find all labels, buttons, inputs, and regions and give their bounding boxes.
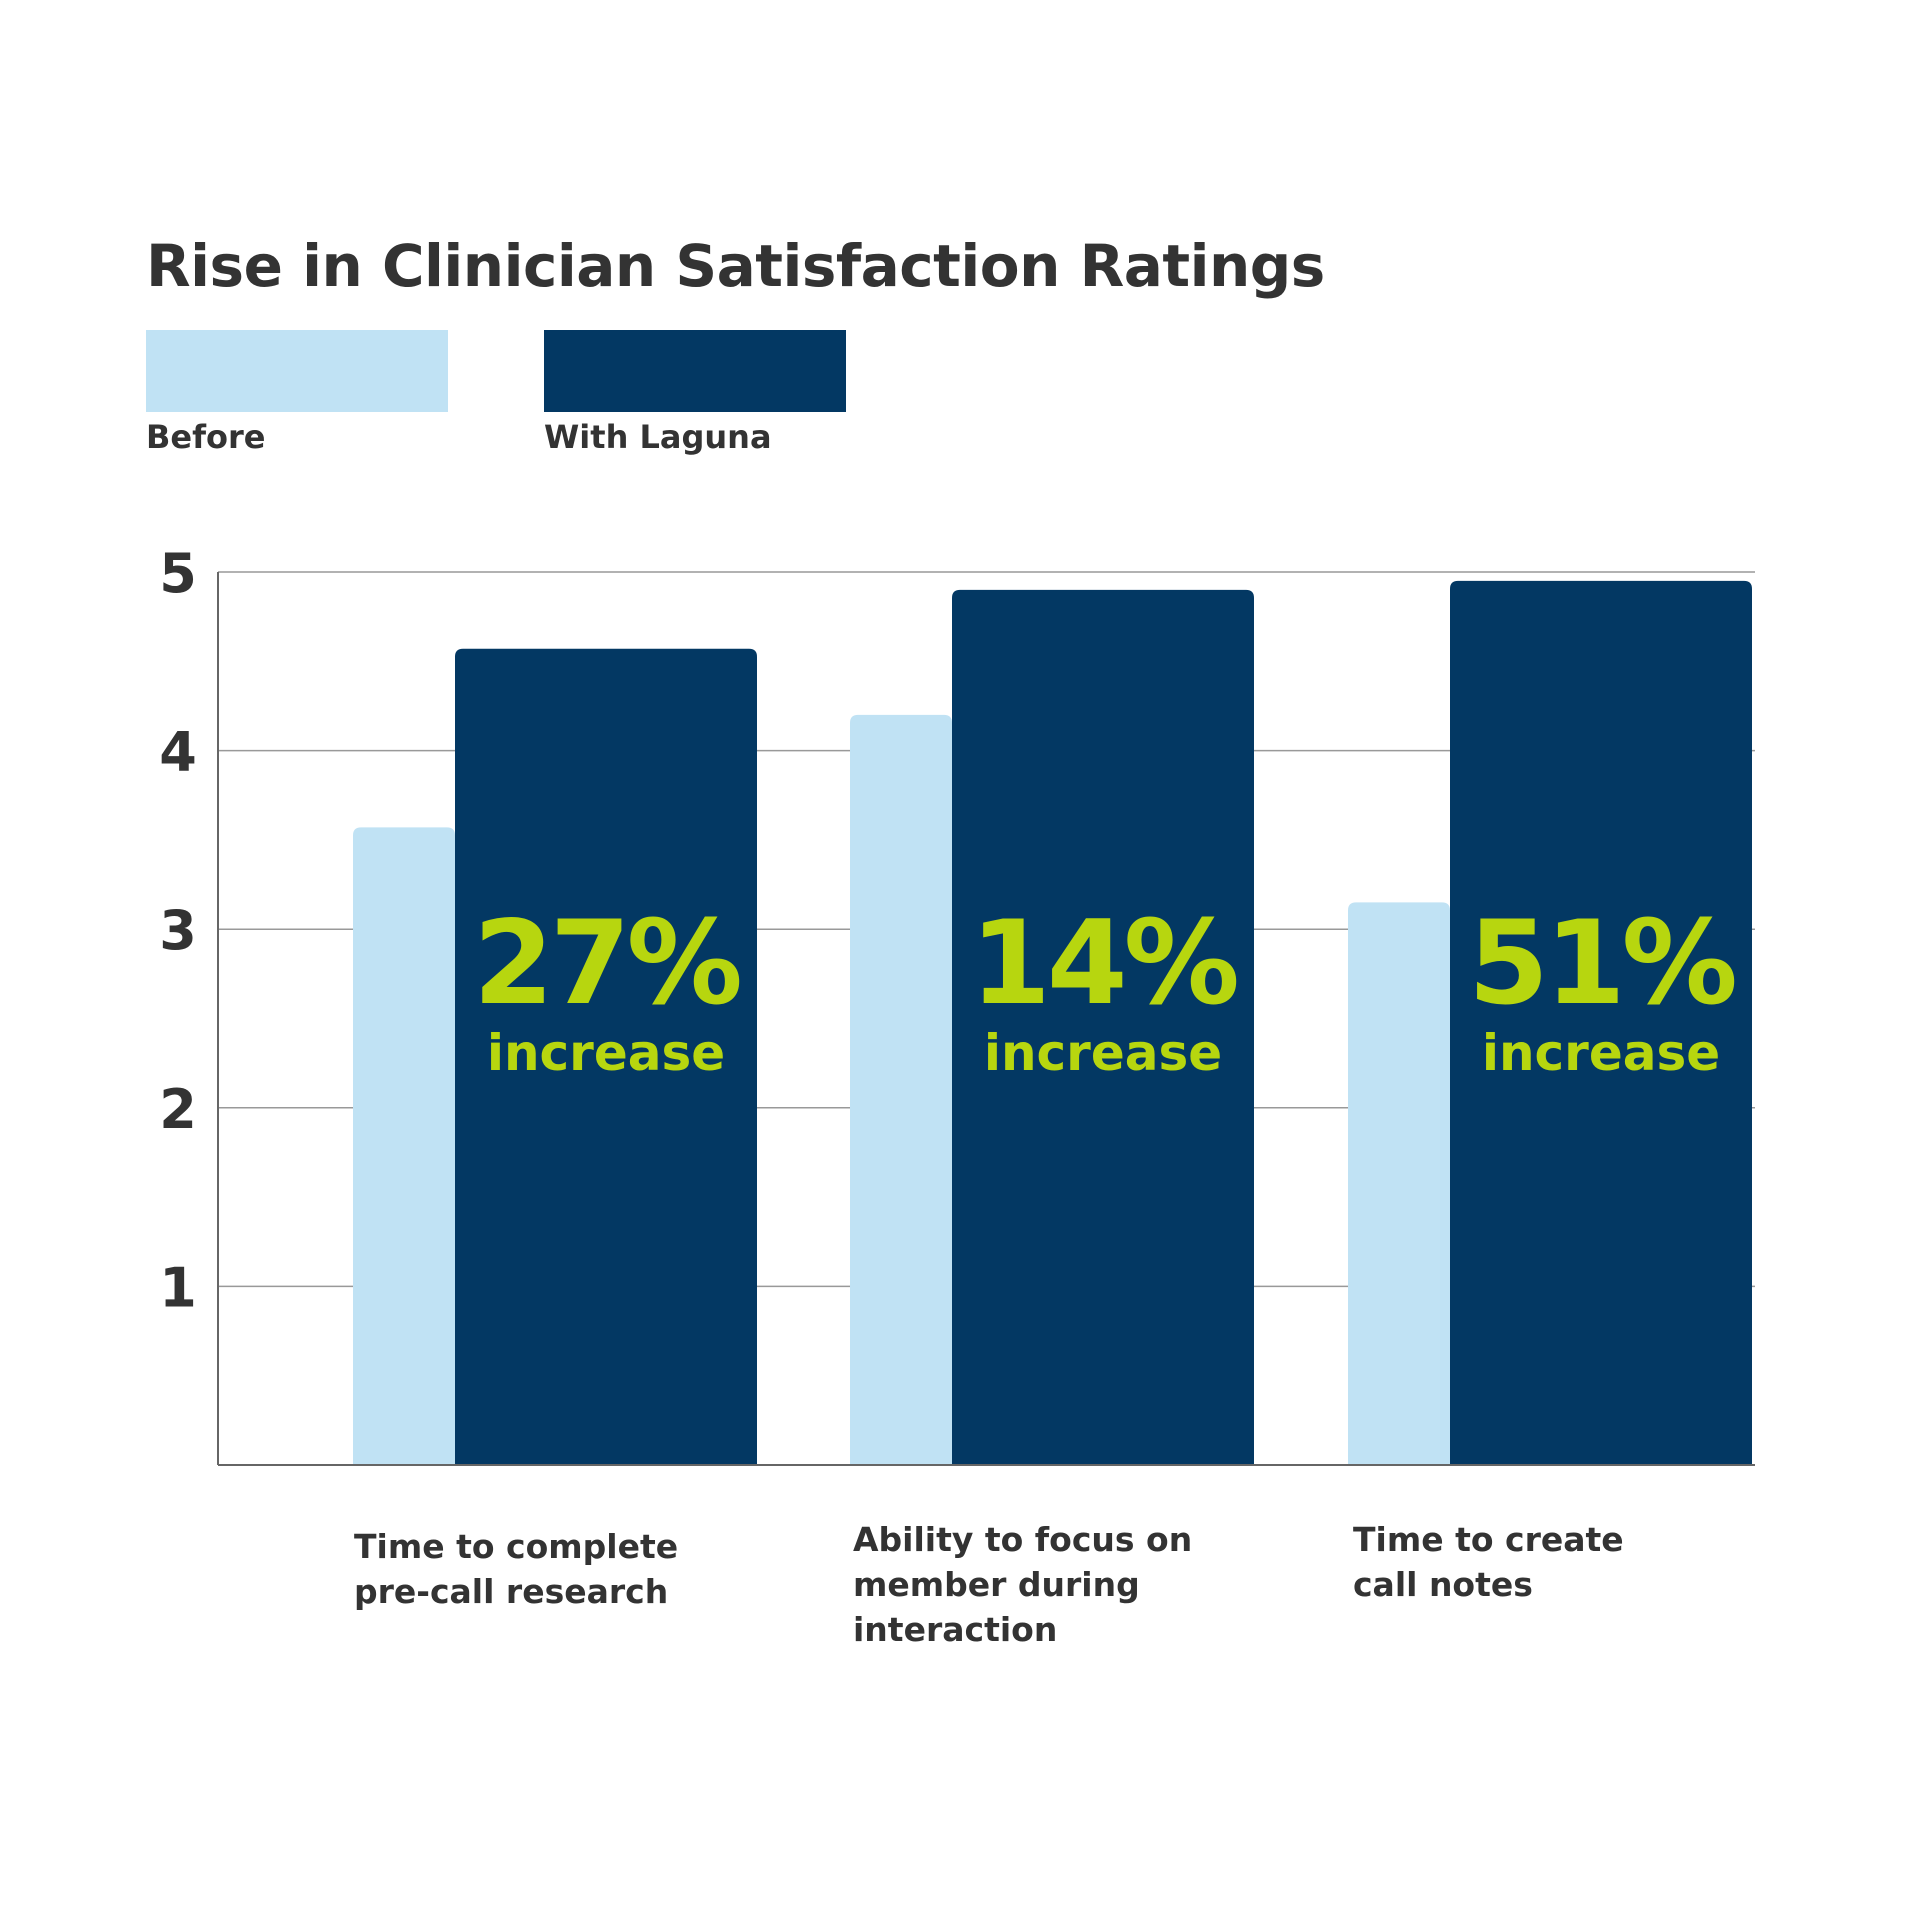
callout-percent-3: 51% [1468, 896, 1734, 1031]
x-axis-label-3: Time to create call notes [1353, 1517, 1773, 1607]
y-tick-label-2: 2 [159, 1078, 197, 1141]
x-axis-label-3-line-2: call notes [1353, 1565, 1533, 1604]
callout-label-3: increase [1482, 1024, 1720, 1082]
legend-swatch-before [146, 330, 448, 412]
legend-label-before: Before [146, 418, 266, 456]
bar-with-laguna-3 [1450, 580, 1752, 1465]
x-axis-label-1-line-1: Time to complete [354, 1527, 679, 1566]
y-tick-label-3: 3 [159, 899, 197, 962]
x-axis-label-2: Ability to focus on member during intera… [853, 1517, 1273, 1652]
callout-percent-2: 14% [970, 896, 1236, 1031]
y-tick-label-5: 5 [159, 542, 197, 605]
x-axis-label-1-line-2: pre-call research [354, 1572, 669, 1611]
y-tick-label-4: 4 [159, 721, 197, 784]
callout-label-1: increase [487, 1024, 725, 1082]
callout-percent-1: 27% [473, 896, 739, 1031]
legend-label-with-laguna: With Laguna [544, 418, 772, 456]
bar-before-1 [353, 827, 455, 1465]
bar-with-laguna-2 [952, 589, 1254, 1465]
bar-before-3 [1348, 902, 1450, 1465]
bar-before-2 [850, 714, 952, 1465]
bar-with-laguna-1 [455, 648, 757, 1465]
y-tick-label-1: 1 [159, 1256, 197, 1319]
callout-label-2: increase [984, 1024, 1222, 1082]
x-axis-label-3-line-1: Time to create [1353, 1520, 1624, 1559]
x-axis-label-2-line-2: member during [853, 1565, 1140, 1604]
x-axis-label-2-line-3: interaction [853, 1610, 1058, 1649]
chart-title: Rise in Clinician Satisfaction Ratings [146, 232, 1325, 300]
x-axis-label-2-line-1: Ability to focus on [853, 1520, 1193, 1559]
x-axis-label-1: Time to complete pre-call research [354, 1524, 774, 1614]
legend-swatch-with-laguna [544, 330, 846, 412]
